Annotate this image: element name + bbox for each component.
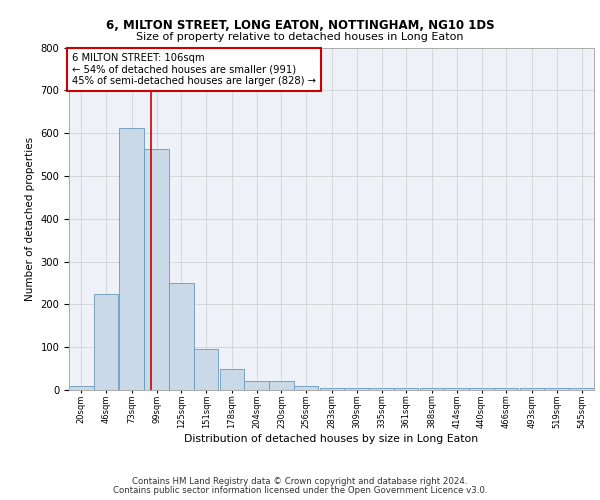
Bar <box>244 380 269 390</box>
Text: 6 MILTON STREET: 106sqm
← 54% of detached houses are smaller (991)
45% of semi-d: 6 MILTON STREET: 106sqm ← 54% of detache… <box>71 52 316 86</box>
Text: Size of property relative to detached houses in Long Eaton: Size of property relative to detached ho… <box>136 32 464 42</box>
Bar <box>494 388 518 390</box>
Bar <box>369 388 394 390</box>
Bar <box>419 388 444 390</box>
Bar <box>469 388 494 390</box>
Y-axis label: Number of detached properties: Number of detached properties <box>25 136 35 301</box>
Bar <box>269 380 293 390</box>
Bar <box>144 150 169 390</box>
Bar <box>69 386 94 390</box>
Bar <box>394 388 418 390</box>
X-axis label: Distribution of detached houses by size in Long Eaton: Distribution of detached houses by size … <box>184 434 479 444</box>
Bar <box>569 388 594 390</box>
Bar <box>194 350 218 390</box>
Text: Contains public sector information licensed under the Open Government Licence v3: Contains public sector information licen… <box>113 486 487 495</box>
Bar <box>169 283 194 390</box>
Bar <box>119 128 144 390</box>
Bar <box>320 388 344 390</box>
Bar <box>220 370 244 390</box>
Bar <box>344 388 369 390</box>
Bar <box>544 388 569 390</box>
Text: 6, MILTON STREET, LONG EATON, NOTTINGHAM, NG10 1DS: 6, MILTON STREET, LONG EATON, NOTTINGHAM… <box>106 19 494 32</box>
Bar <box>294 386 319 390</box>
Bar <box>445 388 469 390</box>
Bar <box>94 294 118 390</box>
Bar <box>520 388 544 390</box>
Text: Contains HM Land Registry data © Crown copyright and database right 2024.: Contains HM Land Registry data © Crown c… <box>132 477 468 486</box>
